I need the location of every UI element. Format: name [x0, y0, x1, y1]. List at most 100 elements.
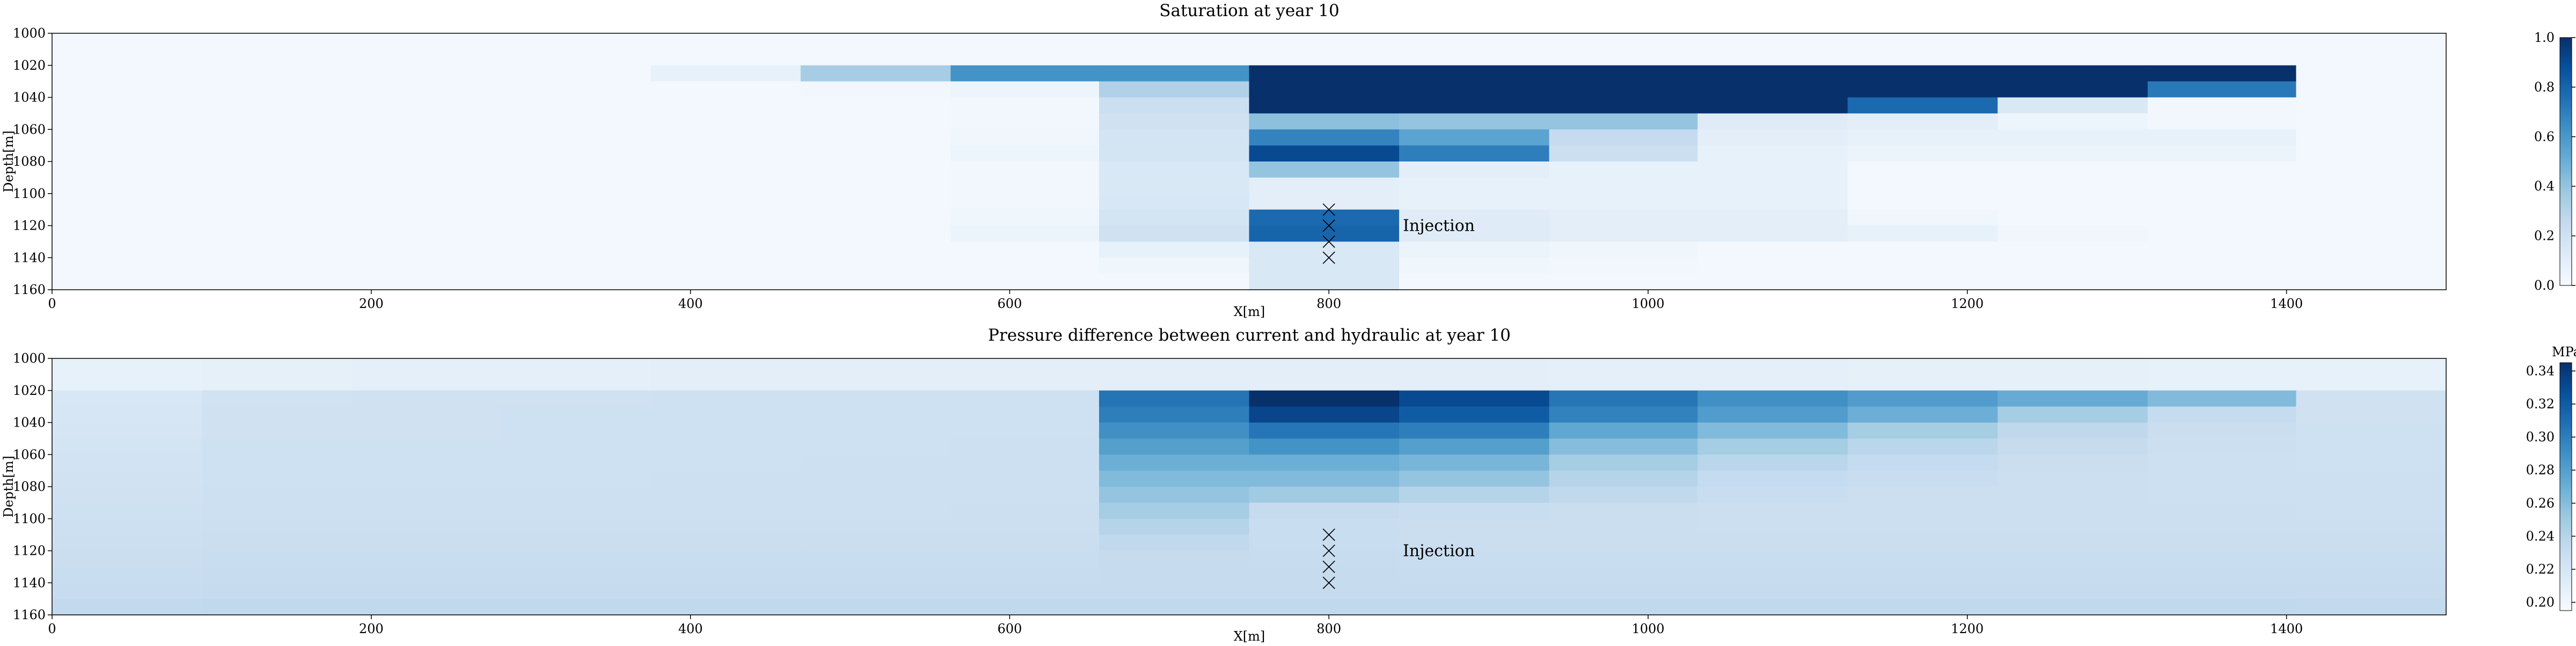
saturation-cell: [1399, 177, 1550, 194]
pressure-cell: [1399, 422, 1550, 439]
pressure-cell: [352, 550, 501, 567]
saturation-cell: [500, 258, 651, 274]
pressure-cell: [1099, 358, 1250, 391]
pressure-cell: [2296, 406, 2447, 423]
saturation-cell: [1399, 81, 1550, 98]
saturation-cell: [1997, 258, 2148, 274]
saturation-cell: [52, 65, 203, 82]
pressure-cell: [950, 406, 1100, 423]
pressure-cell: [1997, 390, 2148, 407]
saturation-cell: [2296, 129, 2447, 146]
pressure-cell: [52, 422, 203, 439]
saturation-cell: [1099, 113, 1250, 130]
saturation-cell: [950, 225, 1100, 242]
pressure-cell: [1847, 518, 1998, 535]
saturation-colorbar-tick-label: 1.0: [2534, 30, 2555, 45]
saturation-cell: [1099, 177, 1250, 194]
pressure-cell: [352, 518, 501, 535]
saturation-x-ticks: 0 200 400 600 800 1000 1200 1400: [48, 290, 2303, 311]
pressure-cell: [2147, 471, 2297, 487]
saturation-cell: [1997, 209, 2148, 226]
saturation-cell: [650, 225, 801, 242]
saturation-cell: [1249, 193, 1400, 210]
pressure-cell: [1099, 487, 1250, 503]
saturation-cell: [1249, 33, 1400, 66]
saturation-cell: [1847, 81, 1998, 98]
pressure-cell: [500, 406, 651, 423]
pressure-cell: [2296, 358, 2447, 391]
saturation-cell: [1997, 241, 2148, 258]
pressure-cell: [1399, 471, 1550, 487]
saturation-cell: [1399, 97, 1550, 114]
saturation-cell: [500, 81, 651, 98]
pressure-cell: [800, 534, 951, 552]
pressure-cell: [500, 583, 651, 599]
pressure-cell: [202, 599, 353, 615]
pressure-cell: [352, 583, 501, 599]
pressure-cell: [950, 422, 1100, 439]
pressure-cell: [1847, 471, 1998, 487]
saturation-cell: [2296, 97, 2447, 114]
saturation-x-axis-label: X[m]: [1234, 304, 1265, 319]
saturation-cell: [950, 209, 1100, 226]
pressure-cell: [1697, 550, 1848, 567]
saturation-cell: [1697, 258, 1848, 274]
pressure-cell: [2296, 567, 2447, 583]
saturation-colorbar-gradient: [2559, 37, 2572, 286]
pressure-cell: [650, 358, 801, 391]
pressure-cell: [352, 454, 501, 471]
pressure-cell: [650, 567, 801, 583]
saturation-cell: [1847, 33, 1998, 66]
saturation-cell: [650, 113, 801, 130]
saturation-cell: [352, 81, 501, 98]
saturation-cell: [2296, 274, 2447, 290]
pressure-y-tick-label: 1080: [13, 479, 46, 494]
saturation-cell: [650, 274, 801, 290]
pressure-cell: [352, 422, 501, 439]
pressure-cell: [800, 518, 951, 535]
pressure-cell: [1399, 406, 1550, 423]
pressure-cell: [800, 550, 951, 567]
saturation-cell: [1249, 274, 1400, 290]
saturation-cell: [1997, 33, 2148, 66]
pressure-cell: [1099, 438, 1250, 455]
saturation-cell: [1399, 33, 1550, 66]
saturation-y-tick-label: 1080: [13, 154, 46, 169]
saturation-cell: [1997, 97, 2148, 114]
saturation-cell: [1099, 129, 1250, 146]
pressure-cell: [1997, 422, 2148, 439]
saturation-y-tick-label: 1140: [13, 250, 46, 265]
saturation-cell: [800, 162, 951, 178]
saturation-cell: [1997, 81, 2148, 98]
saturation-cell: [2147, 258, 2297, 274]
saturation-cell: [1549, 33, 1698, 66]
pressure-cell: [1399, 487, 1550, 503]
pressure-x-tick-label: 1400: [2270, 621, 2303, 636]
pressure-x-tick-label: 0: [48, 621, 56, 636]
pressure-cell: [2147, 487, 2297, 503]
saturation-injection-marker: [1322, 235, 1335, 248]
saturation-cell: [2296, 193, 2447, 210]
pressure-cell: [1549, 502, 1698, 519]
saturation-cell: [650, 145, 801, 162]
pressure-cell: [500, 487, 651, 503]
pressure-cell: [1997, 454, 2148, 471]
saturation-cell: [2147, 97, 2297, 114]
saturation-cell: [1549, 162, 1698, 178]
saturation-cell: [1997, 225, 2148, 242]
saturation-cell: [1697, 241, 1848, 258]
pressure-cell: [52, 567, 203, 583]
pressure-cell: [950, 454, 1100, 471]
pressure-cell: [1997, 534, 2148, 552]
pressure-cell: [2296, 438, 2447, 455]
pressure-cell: [1249, 438, 1400, 455]
pressure-x-tick-label: 200: [359, 621, 384, 636]
saturation-cell: [1847, 145, 1998, 162]
saturation-cell: [202, 81, 353, 98]
pressure-cell: [1249, 502, 1400, 519]
saturation-cell: [1549, 65, 1698, 82]
saturation-cell: [1249, 177, 1400, 194]
pressure-x-tick-label: 1000: [1631, 621, 1664, 636]
pressure-cell: [202, 390, 353, 407]
